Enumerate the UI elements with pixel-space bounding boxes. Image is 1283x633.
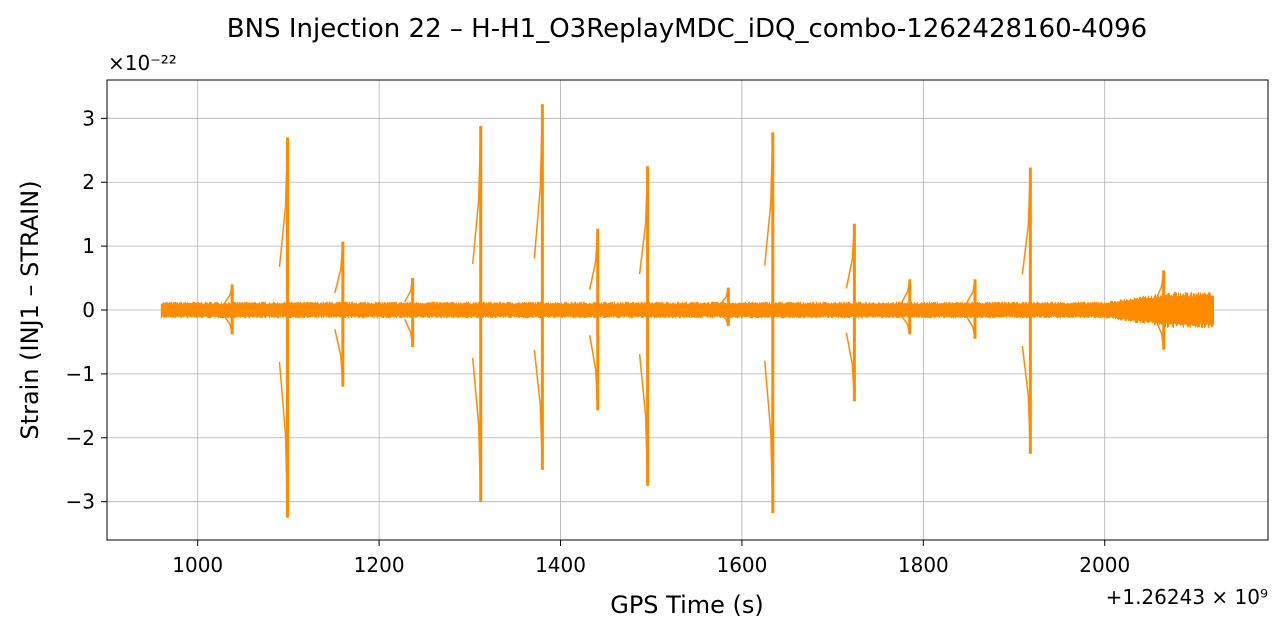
series-spike-chirp: [403, 277, 414, 348]
series-strain: [160, 104, 1214, 518]
x-axis-ticks: 1000 1200 1400 1600 1800 2000: [172, 540, 1130, 577]
y-axis-label: Strain (INJ1 – STRAIN): [16, 180, 44, 439]
x-tick-label: 1800: [898, 553, 949, 577]
series-spike-chirp: [638, 166, 649, 486]
series-spike-chirp: [1155, 270, 1165, 350]
y-axis-ticks: −3 −2 −1 0 1 2 3: [66, 106, 107, 514]
y-tick-label: 2: [82, 170, 95, 194]
y-tick-label: −1: [66, 362, 95, 386]
series-noise-band: [160, 291, 1214, 328]
x-tick-label: 1000: [172, 553, 223, 577]
x-axis-label: GPS Time (s): [610, 591, 764, 619]
series-spike-chirp: [845, 223, 856, 402]
series-spike-chirp: [278, 137, 289, 518]
x-tick-label: 1600: [716, 553, 767, 577]
series-spike-chirp: [966, 279, 976, 339]
x-tick-label: 1200: [354, 553, 405, 577]
y-tick-label: −3: [66, 490, 95, 514]
y-scale-text: ×10⁻²²: [108, 51, 177, 75]
series-spike-chirp: [764, 132, 774, 514]
series-spike-chirp: [334, 241, 344, 387]
x-tick-label: 2000: [1079, 553, 1130, 577]
series-spike-chirp: [223, 284, 233, 335]
y-tick-label: −2: [66, 426, 95, 450]
y-tick-label: 0: [82, 298, 95, 322]
series-spike-chirp: [1021, 167, 1032, 454]
chart-title: BNS Injection 22 – H-H1_O3ReplayMDC_iDQ_…: [227, 14, 1147, 44]
x-tick-label: 1400: [535, 553, 586, 577]
series-spike-chirp: [901, 279, 911, 335]
x-offset-text: +1.26243 × 10⁹: [1106, 585, 1268, 609]
series-spike-chirp: [588, 228, 599, 411]
y-tick-label: 3: [82, 106, 95, 130]
y-tick-label: 1: [82, 234, 95, 258]
series-spike-chirp: [471, 125, 482, 502]
series-spike-chirp: [533, 104, 544, 470]
series-spike-chirp: [719, 287, 730, 327]
